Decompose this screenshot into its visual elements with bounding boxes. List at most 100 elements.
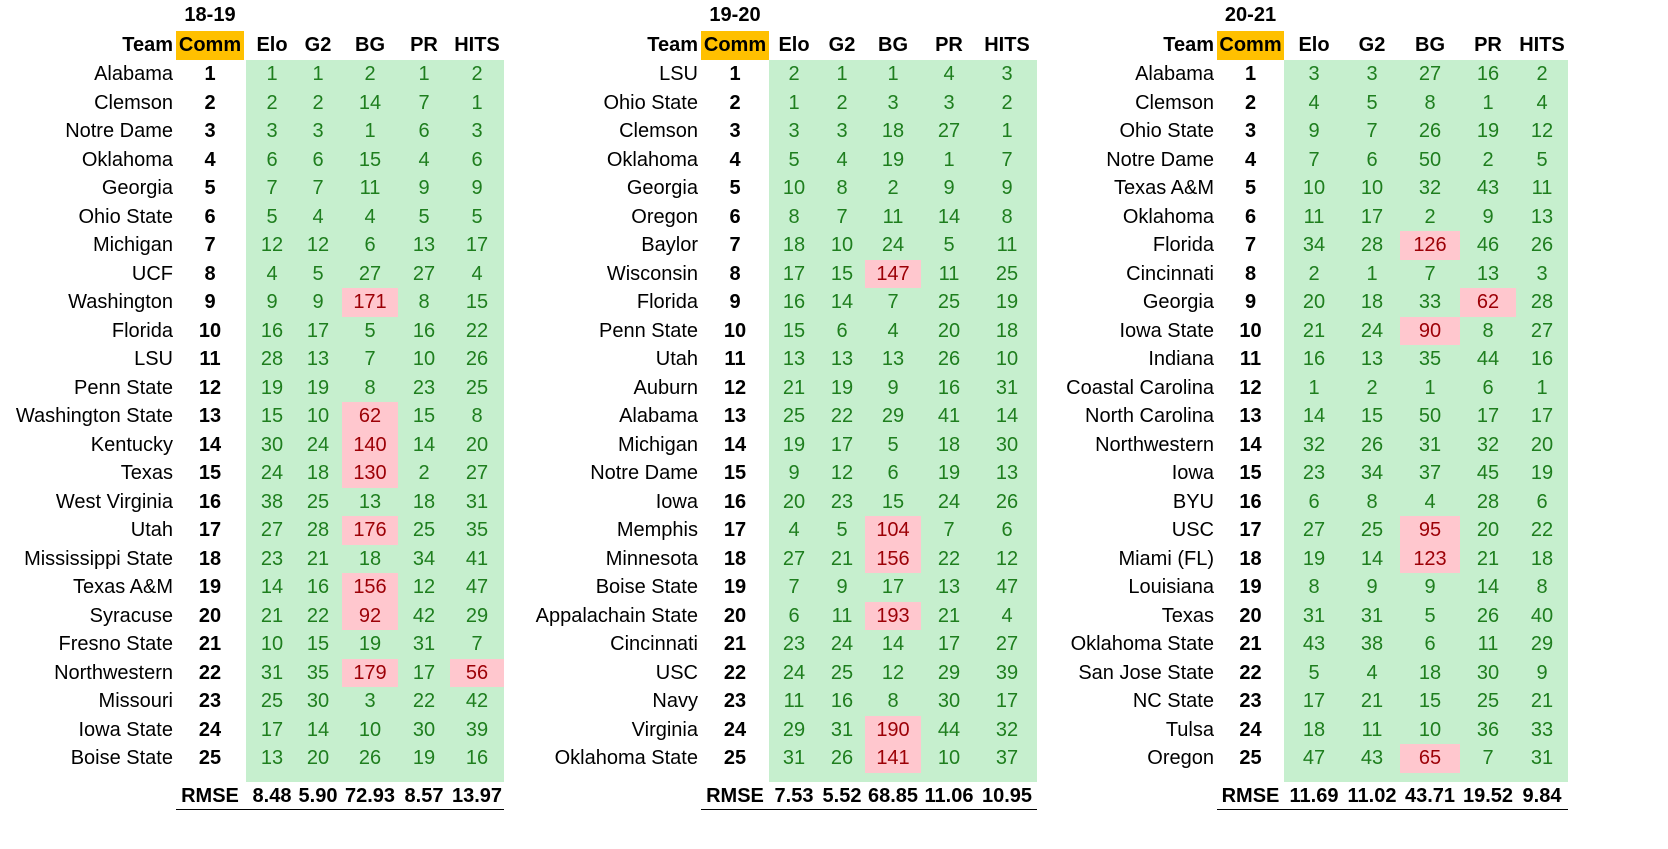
table-row: Ohio State 2 1 2 3 3 2 (0, 89, 1668, 118)
hits-rank: 9 (1536, 661, 1548, 684)
table-row: Texas A&M 5 10 10 32 43 11 (0, 174, 1668, 203)
bg-rmse-value: 72.93 (344, 785, 396, 807)
bg-rmse-value: 43.71 (1404, 785, 1456, 807)
elo-rank: 16 (1302, 348, 1326, 370)
hits-rank: 29 (465, 604, 489, 627)
g2-rmse-value: 5.52 (822, 785, 862, 807)
hits-rank: 39 (995, 661, 1019, 684)
pr-rank: 3 (943, 91, 955, 114)
hits-rank: 29 (1530, 633, 1554, 655)
team-name: Georgia (626, 177, 698, 199)
team-name: NC State (1132, 690, 1214, 712)
g2-rank: 2 (312, 91, 324, 114)
bg-rank: 95 (1400, 516, 1460, 545)
comm-rank: 12 (198, 376, 222, 399)
g2-rank: 20 (306, 747, 330, 769)
g2-rank: 16 (306, 576, 330, 598)
hits-rank: 3 (1001, 63, 1013, 85)
g2-rank: 18 (1360, 291, 1384, 313)
table-row: Oklahoma 4 5 4 19 1 7 (0, 146, 1668, 175)
pr-rank: 13 (1476, 262, 1500, 285)
g2-rank: 17 (306, 319, 330, 342)
team-name: North Carolina (1085, 405, 1214, 427)
comm-rank: 24 (198, 718, 222, 741)
pr-rank: 17 (1476, 405, 1500, 427)
g2-rank: 21 (830, 547, 854, 570)
pr-rank: 20 (1476, 519, 1500, 541)
pr-rank: 29 (937, 661, 961, 684)
bg-rank: 156 (865, 544, 921, 573)
bg-rank: 141 (865, 744, 921, 773)
team-name: Boise State (70, 747, 173, 769)
comm-column-header: Comm (1217, 31, 1284, 60)
bg-rank: 5 (364, 319, 376, 342)
pr-rank: 30 (412, 718, 436, 741)
comm-rank: 1 (1244, 63, 1257, 85)
g2-rank: 19 (306, 376, 330, 399)
team-name: Fresno State (58, 633, 173, 655)
bg-rank: 190 (865, 715, 921, 744)
hits-rank: 4 (1536, 91, 1548, 114)
g2-rank: 21 (1360, 690, 1384, 712)
table-row: Utah 11 13 13 13 26 10 (0, 345, 1668, 374)
g2-rank: 25 (306, 490, 330, 513)
bg-rank: 4 (887, 319, 899, 342)
elo-rank: 13 (260, 747, 284, 769)
comm-rank: 14 (198, 433, 222, 456)
elo-rank: 8 (788, 205, 800, 228)
table-row: Memphis 17 4 5 104 7 6 (0, 516, 1668, 545)
elo-rank: 47 (1302, 747, 1326, 769)
hits-rank: 15 (465, 291, 489, 313)
hits-rank: 8 (1001, 205, 1013, 228)
comm-rank: 4 (1244, 148, 1257, 171)
hits-rank: 31 (1530, 747, 1554, 769)
table-row: Minnesota 18 27 21 156 22 12 (0, 544, 1668, 573)
elo-rank: 20 (782, 490, 806, 513)
elo-rank: 29 (782, 718, 806, 741)
g2-rank: 9 (836, 576, 848, 598)
pr-rank: 15 (412, 405, 436, 427)
table-row: San Jose State 22 5 4 18 30 9 (0, 659, 1668, 688)
pr-rank: 62 (1460, 288, 1516, 317)
team-column-header: Team (1163, 34, 1214, 56)
comm-rank: 10 (1239, 319, 1262, 342)
comm-rank: 11 (199, 348, 221, 370)
team-name: Clemson (1135, 91, 1214, 114)
hits-rank: 12 (1530, 120, 1554, 142)
elo-rank: 16 (782, 291, 806, 313)
g2-rmse-value: 5.90 (298, 785, 338, 807)
pr-rank: 25 (1476, 690, 1500, 712)
table-row: Indiana 11 16 13 35 44 16 (0, 345, 1668, 374)
pr-rank: 11 (938, 262, 960, 285)
g2-rank: 5 (312, 262, 324, 285)
pr-rmse-value: 19.52 (1462, 785, 1514, 807)
pr-rank: 28 (1476, 490, 1500, 513)
team-name: Oklahoma (81, 148, 173, 171)
pr-rank: 44 (1476, 348, 1500, 370)
team-name: Iowa (655, 490, 698, 513)
bg-rank: 50 (1418, 148, 1442, 171)
elo-rank: 3 (1308, 63, 1320, 85)
rmse-label: RMSE (1221, 785, 1280, 807)
elo-rank: 14 (1302, 405, 1326, 427)
pr-rank: 41 (937, 405, 961, 427)
pr-rank: 23 (412, 376, 436, 399)
hits-rank: 5 (1536, 148, 1548, 171)
bg-rank: 126 (1400, 231, 1460, 260)
table-row: Fresno State 21 10 15 19 31 7 (0, 630, 1668, 659)
hits-rmse-value: 10.95 (981, 785, 1033, 807)
team-name: Texas (1161, 604, 1214, 627)
table-row: USC 17 27 25 95 20 22 (0, 516, 1668, 545)
bg-rank: 3 (364, 690, 376, 712)
elo-rank: 30 (260, 433, 284, 456)
team-name: Utah (130, 519, 173, 541)
table-row: Florida 10 16 17 5 16 22 (0, 317, 1668, 346)
table-row: Iowa State 10 21 24 90 8 27 (0, 316, 1668, 345)
elo-rank: 21 (1302, 319, 1326, 342)
g2-rank: 10 (306, 405, 330, 427)
bg-rank: 19 (881, 148, 905, 171)
comm-column-header: Comm (701, 31, 769, 60)
elo-rank: 34 (1302, 234, 1326, 256)
comm-rank: 9 (729, 291, 741, 313)
comm-rank: 17 (1239, 519, 1262, 541)
